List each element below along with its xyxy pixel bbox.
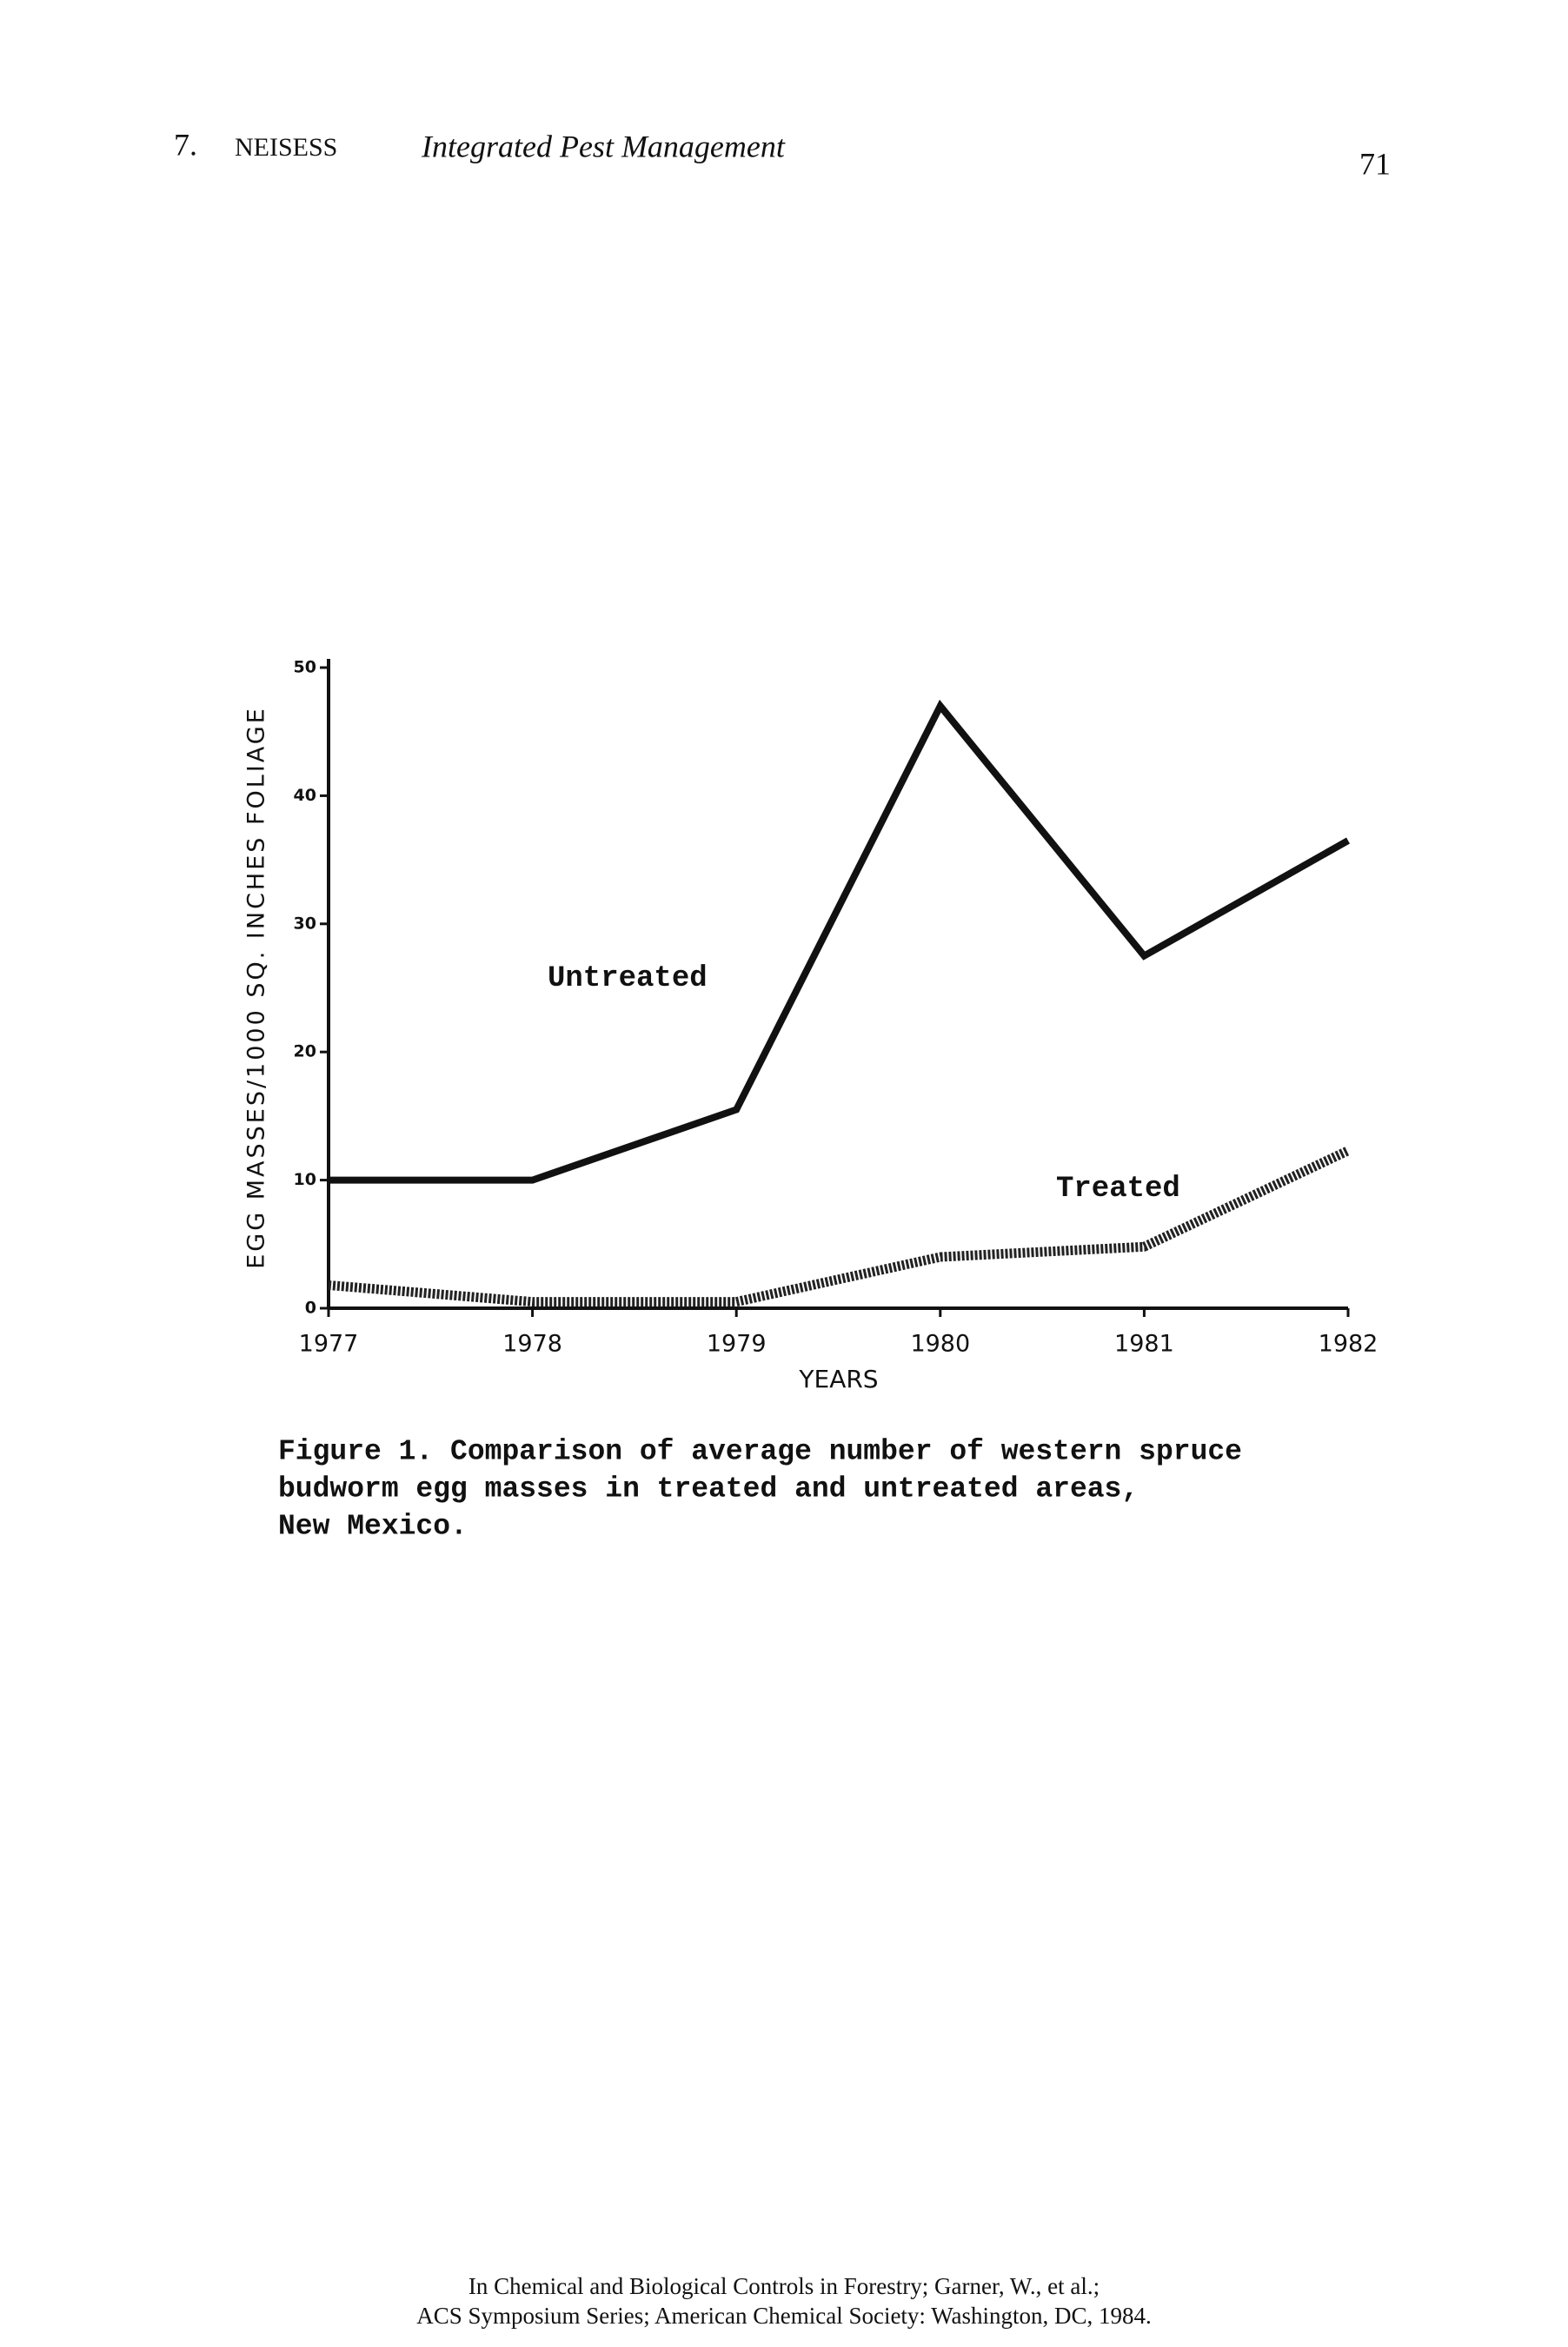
running-title: Integrated Pest Management <box>421 129 786 163</box>
x-tick-label: 1977 <box>299 1331 359 1358</box>
series-label: Untreated <box>548 962 708 995</box>
y-tick-label: 30 <box>294 914 316 933</box>
caption-line: budworm egg masses in treated and untrea… <box>278 1473 1139 1506</box>
y-tick-label: 40 <box>294 786 316 805</box>
chapter-number: 7. <box>174 127 197 162</box>
x-tick-label: 1982 <box>1319 1331 1379 1358</box>
author: NEISESS <box>235 133 337 162</box>
page-number: 71 <box>1359 146 1391 181</box>
series-line <box>329 699 1350 1184</box>
y-tick-label: 10 <box>294 1170 316 1189</box>
y-axis-label: EGG MASSES/1000 SQ. INCHES FOLIAGE <box>243 706 270 1269</box>
x-tick-label: 1980 <box>910 1331 970 1358</box>
caption-line: New Mexico. <box>278 1511 468 1543</box>
caption-line: Figure 1. Comparison of average number o… <box>278 1436 1242 1468</box>
x-axis-label: YEARS <box>798 1365 878 1393</box>
y-tick-label: 50 <box>294 658 316 677</box>
y-tick-label: 0 <box>305 1299 316 1318</box>
series-label: Treated <box>1056 1173 1180 1206</box>
y-tick-label: 20 <box>294 1042 316 1061</box>
series-line <box>328 1146 1351 1307</box>
x-tick-label: 1979 <box>707 1331 767 1358</box>
x-tick-label: 1978 <box>502 1331 562 1358</box>
footer-line: In Chemical and Biological Controls in F… <box>468 2273 1100 2299</box>
footer-line: ACS Symposium Series; American Chemical … <box>416 2303 1152 2329</box>
x-tick-label: 1981 <box>1114 1331 1174 1358</box>
